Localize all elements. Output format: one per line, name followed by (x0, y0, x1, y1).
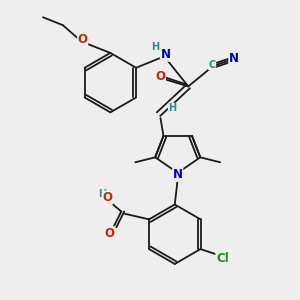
Text: N: N (229, 52, 239, 65)
Text: O: O (104, 227, 114, 240)
Text: N: N (160, 48, 170, 61)
Text: H: H (168, 103, 176, 113)
Text: H: H (152, 42, 160, 52)
Text: O: O (155, 70, 166, 83)
Text: Cl: Cl (216, 253, 229, 266)
Text: N: N (173, 168, 183, 181)
Text: O: O (78, 32, 88, 46)
Text: O: O (102, 191, 112, 204)
Text: C: C (208, 60, 216, 70)
Text: H: H (98, 189, 106, 199)
